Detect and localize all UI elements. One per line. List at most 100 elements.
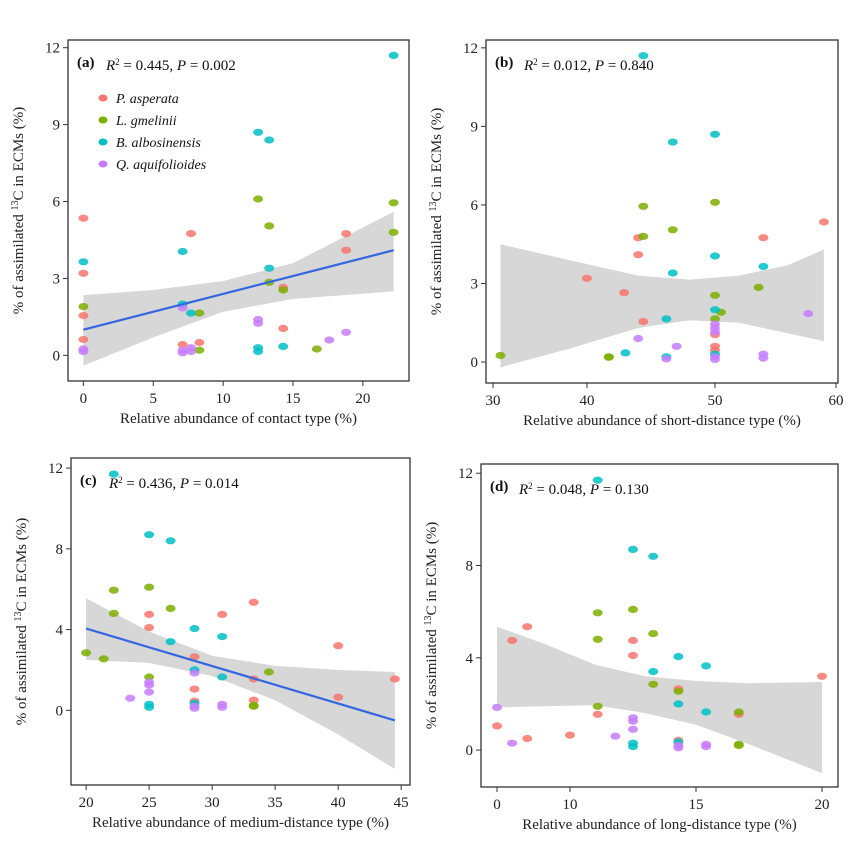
x-tick-label: 20 — [815, 797, 830, 813]
data-point-q-aquifolioides — [671, 342, 682, 350]
y-tick-label: 8 — [56, 542, 64, 558]
data-point-p-asperata — [522, 623, 533, 631]
data-point-l-gmelinii — [733, 741, 744, 750]
data-point-l-gmelinii — [673, 687, 684, 695]
data-point-q-aquifolioides — [177, 349, 188, 357]
x-tick-label: 15 — [689, 797, 704, 813]
y-tick-label: 3 — [53, 271, 61, 287]
y-tick-label: 12 — [458, 466, 473, 482]
data-point-b-albosinensis — [78, 258, 89, 266]
y-tick-label: 12 — [463, 41, 478, 57]
data-point-p-asperata — [189, 653, 200, 661]
x-tick-label: 40 — [331, 795, 346, 811]
x-tick-label: 15 — [286, 391, 301, 407]
data-point-q-aquifolioides — [758, 354, 769, 362]
x-tick-label: 30 — [486, 393, 501, 409]
x-tick-label: 30 — [205, 795, 220, 811]
data-point-l-gmelinii — [194, 309, 205, 317]
data-point-l-gmelinii — [311, 345, 322, 353]
data-point-l-gmelinii — [710, 291, 720, 299]
data-point-b-albosinensis — [278, 342, 289, 350]
data-point-q-aquifolioides — [710, 328, 720, 336]
data-point-l-gmelinii — [165, 604, 176, 613]
data-point-q-aquifolioides — [189, 704, 200, 712]
y-tick-label: 12 — [45, 41, 60, 57]
data-point-l-gmelinii — [592, 702, 603, 710]
data-point-l-gmelinii — [628, 605, 638, 614]
data-point-b-albosinensis — [620, 349, 631, 357]
data-point-q-aquifolioides — [661, 355, 672, 363]
data-point-b-albosinensis — [628, 743, 638, 751]
panel-d: 0 10 15 20 0 4 8 12 Relative abundance of long-d… — [423, 463, 839, 833]
y-tick-label: 4 — [466, 651, 474, 667]
legend-label: L. gmelinii — [115, 114, 177, 129]
confidence-band — [500, 244, 824, 368]
x-tick-label: 50 — [708, 393, 723, 409]
data-point-p-asperata — [638, 317, 649, 326]
data-point-l-gmelinii — [638, 232, 649, 240]
panel-a: 0 5 10 15 20 0 3 6 9 12 Relative abundance of cont… — [10, 39, 410, 427]
y-axis-title: % of assimilated 13C in ECMs (%) — [428, 108, 446, 315]
y-tick-label: 0 — [466, 743, 474, 759]
data-point-b-albosinensis — [667, 138, 678, 146]
data-point-q-aquifolioides — [610, 732, 621, 740]
data-point-q-aquifolioides — [803, 310, 814, 318]
data-point-p-asperata — [78, 269, 89, 277]
y-axis-title: % of assimilated 13C in ECMs (%) — [13, 518, 31, 725]
x-tick-label: 40 — [580, 393, 595, 409]
data-point-b-albosinensis — [667, 269, 678, 277]
x-tick-label: 0 — [493, 797, 501, 813]
data-point-p-asperata — [817, 672, 827, 680]
data-point-q-aquifolioides — [186, 347, 196, 356]
data-point-b-albosinensis — [592, 476, 603, 484]
data-point-b-albosinensis — [673, 700, 684, 708]
data-point-p-asperata — [758, 234, 769, 242]
stats-annotation: R2 = 0.012, P = 0.840 — [523, 57, 654, 74]
x-tick-label: 20 — [79, 795, 94, 811]
panel-label: (b) — [495, 55, 513, 71]
panel-label: (c) — [80, 473, 97, 489]
data-point-q-aquifolioides — [78, 347, 89, 356]
stats-annotation: R2 = 0.048, P = 0.130 — [518, 481, 649, 498]
data-point-l-gmelinii — [733, 708, 744, 716]
data-point-l-gmelinii — [648, 630, 659, 638]
data-point-l-gmelinii — [388, 228, 399, 236]
y-tick-label: 12 — [48, 461, 63, 477]
data-point-q-aquifolioides — [710, 355, 720, 363]
data-point-p-asperata — [628, 636, 638, 645]
data-point-p-asperata — [507, 636, 518, 645]
data-point-p-asperata — [278, 324, 289, 332]
data-point-p-asperata — [144, 610, 155, 619]
data-point-p-asperata — [633, 251, 644, 259]
panel-label: (d) — [490, 479, 508, 495]
x-axis-title: Relative abundance of long-distance type… — [522, 817, 796, 833]
plot-frame — [480, 463, 839, 788]
y-axis-title: % of assimilated 13C in ECMs (%) — [423, 522, 441, 729]
data-point-q-aquifolioides — [492, 703, 502, 712]
data-point-p-asperata — [248, 598, 259, 606]
data-point-p-asperata — [194, 338, 205, 347]
data-point-l-gmelinii — [648, 680, 659, 688]
data-point-q-aquifolioides — [324, 336, 335, 344]
data-point-l-gmelinii — [108, 586, 119, 594]
data-point-b-albosinensis — [758, 262, 769, 271]
data-point-b-albosinensis — [108, 470, 119, 478]
data-point-l-gmelinii — [78, 303, 89, 311]
data-point-b-albosinensis — [701, 662, 712, 670]
data-point-b-albosinensis — [264, 136, 275, 144]
confidence-band — [497, 626, 822, 774]
x-axis-title: Relative abundance of medium-distance ty… — [92, 815, 389, 831]
data-point-p-asperata — [582, 274, 592, 282]
data-point-b-albosinensis — [710, 252, 720, 260]
data-point-b-albosinensis — [638, 52, 649, 60]
data-point-q-aquifolioides — [144, 681, 155, 689]
data-point-b-albosinensis — [177, 247, 188, 256]
data-point-l-gmelinii — [592, 609, 603, 617]
data-point-b-albosinensis — [253, 128, 264, 136]
y-tick-label: 8 — [466, 559, 474, 575]
data-point-p-asperata — [78, 312, 89, 320]
legend-marker — [98, 94, 108, 102]
y-tick-label: 0 — [471, 355, 479, 371]
data-point-l-gmelinii — [667, 226, 678, 234]
